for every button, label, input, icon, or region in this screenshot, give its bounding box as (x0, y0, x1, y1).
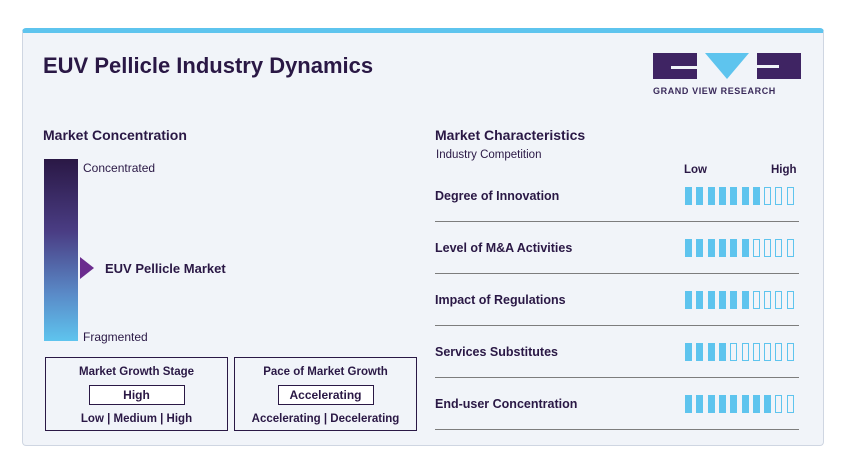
level-segment-filled (707, 343, 715, 361)
characteristic-row: Impact of Regulations (435, 273, 799, 326)
dynamics-card: EUV Pellicle Industry Dynamics GRAND VIE… (22, 28, 824, 446)
characteristic-label: End-user Concentration (435, 397, 578, 411)
level-segment-filled (752, 395, 760, 413)
market-pointer-icon (80, 257, 94, 279)
level-segment-filled (696, 187, 704, 205)
characteristic-row: Degree of Innovation (435, 169, 799, 222)
level-segment-filled (730, 187, 738, 205)
level-segment-empty (775, 395, 783, 413)
growth-stage-options: Low | Medium | High (80, 413, 193, 425)
concentration-gradient-bar (44, 159, 78, 341)
level-segment-filled (707, 239, 715, 257)
level-segment-empty (764, 187, 772, 205)
level-segment-filled (718, 239, 726, 257)
level-segment-filled (707, 187, 715, 205)
level-segment-empty (775, 343, 783, 361)
growth-stage-title: Market Growth Stage (78, 366, 195, 378)
level-segment-empty (775, 187, 783, 205)
level-segment-filled (730, 239, 738, 257)
characteristic-row: Level of M&A Activities (435, 221, 799, 274)
level-segment-filled (707, 291, 715, 309)
level-segment-filled (696, 239, 704, 257)
level-segment-empty (786, 291, 794, 309)
level-segment-filled (685, 395, 692, 413)
level-segment-filled (685, 239, 692, 257)
level-segment-empty (752, 291, 760, 309)
level-segment-filled (718, 291, 726, 309)
level-segment-filled (741, 239, 749, 257)
logo-text: GRAND VIEW RESEARCH (653, 86, 776, 96)
level-segment-filled (685, 291, 692, 309)
level-segment-empty (786, 187, 794, 205)
grand-view-research-logo: GRAND VIEW RESEARCH (653, 53, 801, 109)
growth-pace-box: Pace of Market Growth Accelerating Accel… (234, 357, 417, 431)
growth-pace-value: Accelerating (277, 385, 374, 405)
level-segment-empty (764, 291, 772, 309)
characteristics-subtitle: Industry Competition (436, 149, 542, 161)
level-segment-empty (730, 343, 738, 361)
growth-stage-value: High (88, 385, 185, 405)
level-segment-filled (707, 395, 715, 413)
level-segment-empty (752, 343, 760, 361)
characteristic-row: Services Substitutes (435, 325, 799, 378)
concentration-title: Market Concentration (43, 127, 187, 143)
level-segment-filled (730, 395, 738, 413)
level-segment-empty (764, 343, 772, 361)
market-pointer-label: EUV Pellicle Market (105, 261, 226, 276)
fragmented-label: Fragmented (83, 330, 148, 344)
level-segment-filled (752, 187, 760, 205)
level-segment-empty (786, 395, 794, 413)
level-segment-empty (752, 239, 760, 257)
level-segment-filled (696, 395, 704, 413)
level-segment-empty (741, 343, 749, 361)
growth-stage-box: Market Growth Stage High Low | Medium | … (45, 357, 228, 431)
growth-pace-options: Accelerating | Decelerating (251, 413, 400, 425)
level-segment-filled (696, 291, 704, 309)
level-segment-filled (696, 343, 704, 361)
characteristics-title: Market Characteristics (435, 127, 586, 143)
level-segment-filled (685, 343, 692, 361)
level-segment-filled (764, 395, 772, 413)
level-segment-filled (718, 187, 726, 205)
level-segment-filled (741, 187, 749, 205)
level-segment-filled (730, 291, 738, 309)
level-segment-filled (741, 395, 749, 413)
logo-mark-icon (653, 53, 801, 79)
low-label: Low (684, 164, 707, 176)
characteristic-label: Impact of Regulations (435, 293, 566, 307)
level-segment-empty (775, 239, 783, 257)
level-segment-filled (718, 343, 726, 361)
concentrated-label: Concentrated (83, 161, 156, 175)
characteristic-label: Services Substitutes (435, 345, 558, 359)
growth-pace-title: Pace of Market Growth (263, 366, 388, 378)
characteristic-row: End-user Concentration (435, 377, 799, 430)
level-segment-filled (685, 187, 692, 205)
level-segment-filled (741, 291, 749, 309)
page-title: EUV Pellicle Industry Dynamics (43, 53, 374, 78)
high-label: High (771, 164, 797, 176)
level-segment-empty (775, 291, 783, 309)
level-segment-empty (786, 239, 794, 257)
level-segment-filled (718, 395, 726, 413)
characteristic-label: Level of M&A Activities (435, 241, 573, 255)
characteristic-label: Degree of Innovation (435, 189, 560, 203)
level-segment-empty (764, 239, 772, 257)
level-segment-empty (786, 343, 794, 361)
